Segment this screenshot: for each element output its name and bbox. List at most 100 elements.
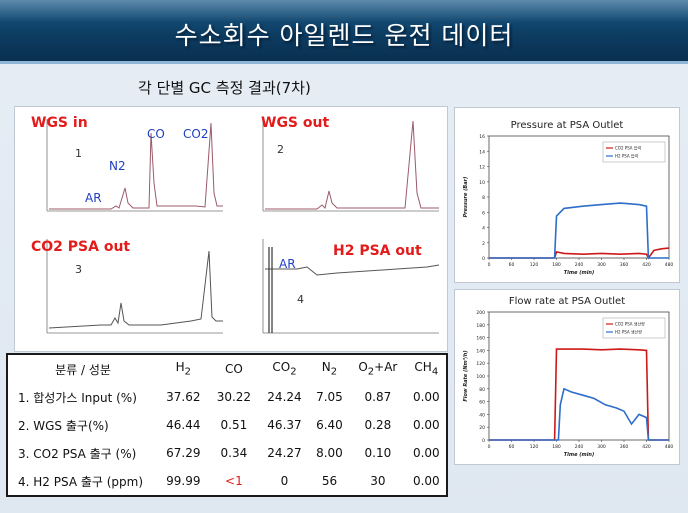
cell: 24.27 [267,446,302,460]
cell: 0.10 [364,446,392,460]
legend-label: H2 PSA 생산량 [615,329,642,335]
x-tick-label: 240 [575,444,584,450]
cell: 0.51 [220,418,248,432]
flowrate-chart-title: Flow rate at PSA Outlet [508,296,626,307]
table-row: 3. CO2 PSA 출구 (%) 67.29 0.34 24.27 8.00 … [8,439,446,467]
gc-panel-4-label: H2 PSA out [333,243,422,259]
y-tick-label: 100 [476,374,485,380]
cell: 46.37 [267,418,302,432]
flowrate-chart-panel: Flow rate at PSA Outlet 0 20 40 60 80 100 120 1… [454,289,680,465]
gc-chromatogram-4 [237,233,443,347]
y-tick-label: 8 [482,195,485,201]
y-tick-label: 0 [482,438,485,444]
y-tick-label: 2 [482,241,485,247]
cell: 0.00 [412,474,440,488]
y-tick-label: 160 [476,336,485,342]
y-tick-label: 80 [479,387,485,393]
cell: 7.05 [316,390,343,404]
peak-label-n2: N2 [109,159,126,173]
cell: 24.24 [267,390,302,404]
x-tick-label: 300 [597,444,606,450]
cell: 0.87 [364,390,392,404]
y-tick-label: 120 [476,361,485,367]
x-tick-label: 420 [642,262,651,268]
y-tick-label: 20 [479,425,485,431]
title-bar: 수소회수 아일렌드 운전 데이터 [0,0,688,64]
flowrate-chart: 0 20 40 60 80 100 120 140 160 180 200 0 60 120 180 240 3… [463,310,674,458]
legend-box [602,317,666,339]
peak-label-co: CO [147,127,165,141]
y-tick-label: 16 [479,134,485,140]
series-line [489,247,670,260]
pressure-chart-panel: Pressure at PSA Outlet 0 2 4 6 8 10 12 14 16 0 60 1… [454,107,680,283]
x-tick-label: 360 [620,262,629,268]
gc-panel-1-number: 1 [75,147,82,160]
x-tick-label: 480 [665,262,674,268]
table-row: 2. WGS 출구(%) 46.44 0.51 46.37 6.40 0.28 … [8,411,446,439]
header-ch4: CH4 [414,360,439,378]
y-tick-label: 10 [479,180,485,186]
x-tick-label: 120 [530,262,539,268]
gc-panel-4-number: 4 [297,293,304,306]
cell: 6.40 [316,418,343,432]
x-axis-label: Time (min) [564,452,595,458]
table-row: 4. H2 PSA 출구 (ppm) 99.99 <1 0 56 30 0.00 [8,467,446,495]
y-axis-label: Pressure (Bar) [463,177,469,218]
y-tick-label: 200 [476,310,485,316]
header-o2-ar: O2+Ar [358,360,398,378]
row-label: 3. CO2 PSA 출구 (%) [18,446,137,461]
x-axis-label: Time (min) [564,270,595,276]
y-tick-label: 6 [482,210,485,216]
x-tick-label: 420 [642,444,651,450]
cell: 46.44 [166,418,201,432]
x-tick-label: 360 [620,444,629,450]
series-line [489,202,669,259]
cell: 30 [370,474,386,488]
header-co2: CO2 [272,360,297,378]
y-tick-label: 40 [479,412,485,418]
peak-label-ar-4: AR [279,257,296,271]
cell: 0.00 [412,446,440,460]
gc-panel-3-number: 3 [75,263,82,276]
gc-panel-2-label: WGS out [261,115,330,131]
gc-chromatogram-1 [21,113,227,225]
row-label: 4. H2 PSA 출구 (ppm) [18,474,144,489]
cell: 0.28 [364,418,392,432]
y-tick-label: 12 [479,165,485,171]
header-co: CO [224,362,243,376]
x-tick-label: 120 [530,444,539,450]
peak-label-ar: AR [85,191,102,205]
pressure-chart: 0 2 4 6 8 10 12 14 16 0 60 120 180 240 300 360 420 480 Tim… [463,134,674,276]
x-tick-label: 60 [509,262,515,268]
x-tick-label: 240 [575,262,584,268]
gc-chromatogram-panel: WGS in 1 AR N2 CO CO2 WGS out 2 CO2 PSA … [14,106,448,352]
page-title: 수소회수 아일렌드 운전 데이터 [174,21,514,50]
header-category: 분류 / 성분 [55,362,111,377]
x-tick-label: 0 [488,262,491,268]
x-tick-label: 480 [665,444,674,450]
table-header-row: 분류 / 성분 H2 CO CO2 N2 O2+Ar CH4 [8,355,446,383]
gc-result-table: 분류 / 성분 H2 CO CO2 N2 O2+Ar CH4 1. 합성가스 I… [6,353,448,497]
cell: 0.00 [412,418,440,432]
cell: 99.99 [166,474,201,488]
cell: 0.00 [412,390,440,404]
cell: <1 [225,474,243,488]
cell: 0.34 [220,446,248,460]
y-tick-label: 4 [482,226,485,232]
y-tick-label: 180 [476,323,485,329]
x-tick-label: 180 [552,262,561,268]
cell: 56 [321,474,338,488]
cell: 0 [280,474,289,488]
row-label: 2. WGS 출구(%) [18,418,109,433]
x-tick-label: 60 [509,444,515,450]
pressure-chart-title: Pressure at PSA Outlet [510,120,624,131]
y-tick-label: 140 [476,348,485,354]
gc-panel-3-label: CO2 PSA out [31,239,131,255]
legend-box [602,141,666,163]
legend-label: H2 PSA 압력 [615,153,639,159]
cell: 37.62 [166,390,201,404]
cell: 67.29 [166,446,201,460]
series-line [489,387,669,441]
legend-label: CO2 PSA 생산량 [615,321,645,327]
